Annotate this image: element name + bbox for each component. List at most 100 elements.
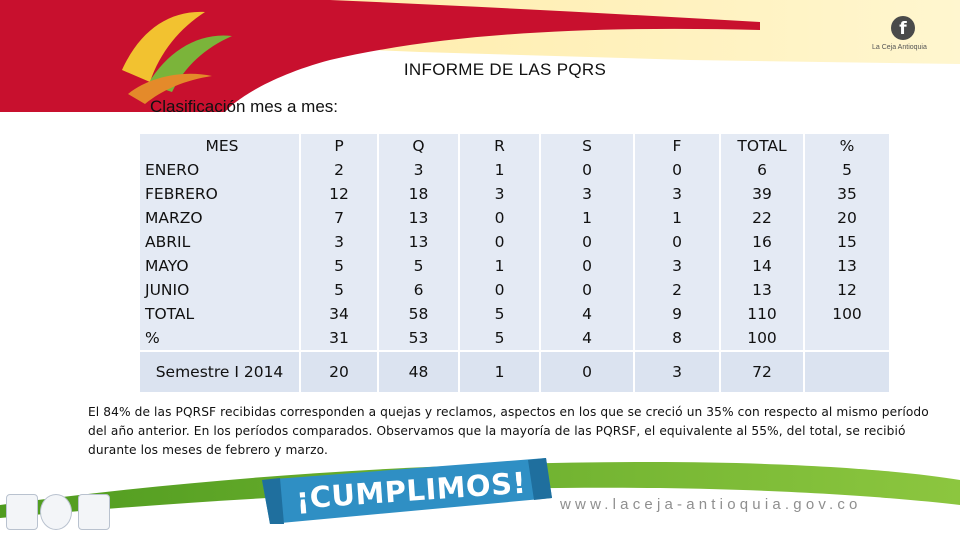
cell-f: 0 bbox=[672, 161, 682, 179]
brand-name: La Ceja Antioquia bbox=[872, 44, 927, 51]
cell-total: 22 bbox=[752, 209, 772, 227]
cell-p: 5 bbox=[334, 257, 344, 275]
cell-f: 1 bbox=[672, 209, 682, 227]
cell-q: 18 bbox=[408, 185, 429, 203]
semester-r: 1 bbox=[460, 352, 541, 394]
cell-percent: 13 bbox=[837, 257, 857, 275]
p-column: P 2 12 7 3 5 5 34 31 bbox=[301, 134, 379, 352]
cell-total: 100 bbox=[747, 329, 777, 347]
cell-percent bbox=[805, 326, 889, 350]
r-column: R 1 3 0 0 1 0 5 5 bbox=[460, 134, 541, 352]
cell-p: 7 bbox=[334, 209, 344, 227]
cell-total: 14 bbox=[752, 257, 772, 275]
f-column: F 0 3 1 0 3 2 9 8 bbox=[635, 134, 721, 352]
column-header-q: Q bbox=[412, 137, 425, 155]
semester-total: 72 bbox=[721, 352, 805, 394]
cell-r: 3 bbox=[494, 185, 505, 203]
cell-percent: 12 bbox=[837, 281, 857, 299]
semester-percent bbox=[805, 352, 891, 394]
semester-q: 48 bbox=[379, 352, 460, 394]
table-data-row: MES ENERO FEBRERO MARZO ABRIL MAYO JUNIO… bbox=[140, 134, 891, 352]
summary-paragraph: El 84% de las PQRSF recibidas correspond… bbox=[88, 405, 929, 457]
report-subtitle: Clasificación mes a mes: bbox=[150, 97, 339, 116]
cell-s: 0 bbox=[582, 257, 592, 275]
cell-r: 1 bbox=[494, 257, 505, 275]
cell-s: 4 bbox=[582, 329, 592, 347]
cell-q: 53 bbox=[408, 329, 429, 347]
cell-r: 0 bbox=[494, 209, 505, 227]
cell-s: 3 bbox=[582, 185, 592, 203]
column-header-f: F bbox=[672, 137, 682, 155]
column-header-percent: % bbox=[839, 137, 855, 155]
certification-seal-icon bbox=[40, 494, 72, 530]
cell-p: 12 bbox=[329, 185, 349, 203]
cell-s: 0 bbox=[582, 233, 592, 251]
cell-total: 110 bbox=[747, 305, 777, 323]
q-column: Q 3 18 13 13 5 6 58 53 bbox=[379, 134, 460, 352]
cell-total: 6 bbox=[757, 161, 767, 179]
month-label: ENERO bbox=[145, 161, 200, 179]
cell-s: 4 bbox=[582, 305, 592, 323]
month-label: ABRIL bbox=[145, 233, 191, 251]
quality-seal-icon bbox=[6, 494, 38, 530]
cell-p: 3 bbox=[334, 233, 344, 251]
month-label: JUNIO bbox=[145, 281, 190, 299]
cell-r: 0 bbox=[494, 233, 505, 251]
report-title: INFORME DE LAS PQRS bbox=[403, 60, 607, 79]
semester-label: Semestre I 2014 bbox=[140, 352, 301, 394]
cell-q: 6 bbox=[413, 281, 424, 299]
column-header-s: S bbox=[582, 137, 592, 155]
percent-column: % 5 35 20 15 13 12 100 bbox=[805, 134, 891, 352]
cell-f: 3 bbox=[672, 257, 682, 275]
cell-s: 1 bbox=[582, 209, 592, 227]
cell-percent: 35 bbox=[837, 185, 857, 203]
semester-s: 0 bbox=[541, 352, 635, 394]
column-header-p: P bbox=[334, 137, 344, 155]
cell-q: 58 bbox=[408, 305, 429, 323]
month-label: MAYO bbox=[145, 257, 189, 275]
cell-r: 5 bbox=[494, 305, 505, 323]
cell-total: 39 bbox=[752, 185, 772, 203]
gov-seal-icon bbox=[78, 494, 110, 530]
cell-f: 8 bbox=[672, 329, 682, 347]
cell-f: 0 bbox=[672, 233, 682, 251]
cell-s: 0 bbox=[582, 161, 592, 179]
cell-percent: 15 bbox=[837, 233, 857, 251]
cell-p: 5 bbox=[334, 281, 344, 299]
s-column: S 0 3 1 0 0 0 4 4 bbox=[541, 134, 635, 352]
cell-percent: 5 bbox=[842, 161, 852, 179]
cell-q: 5 bbox=[413, 257, 424, 275]
column-header-mes: MES bbox=[205, 137, 239, 155]
facebook-icon[interactable]: f bbox=[891, 16, 915, 40]
semester-p: 20 bbox=[301, 352, 379, 394]
month-label: % bbox=[145, 329, 160, 347]
cell-p: 31 bbox=[329, 329, 349, 347]
cell-total: 16 bbox=[752, 233, 772, 251]
cell-percent: 100 bbox=[832, 305, 862, 323]
cell-p: 34 bbox=[329, 305, 349, 323]
semester-f: 3 bbox=[635, 352, 721, 394]
month-label: TOTAL bbox=[145, 305, 195, 323]
cell-f: 3 bbox=[672, 185, 682, 203]
cell-q: 13 bbox=[408, 233, 429, 251]
month-column: MES ENERO FEBRERO MARZO ABRIL MAYO JUNIO… bbox=[140, 134, 301, 352]
pqrs-table: MES ENERO FEBRERO MARZO ABRIL MAYO JUNIO… bbox=[140, 134, 891, 394]
semester-row: Semestre I 2014 20 48 1 0 3 72 bbox=[140, 352, 891, 394]
total-column: TOTAL 6 39 22 16 14 13 110 100 bbox=[721, 134, 805, 352]
cell-f: 9 bbox=[672, 305, 682, 323]
cell-f: 2 bbox=[672, 281, 682, 299]
cell-percent: 20 bbox=[837, 209, 857, 227]
website-url[interactable]: www.laceja-antioquia.gov.co bbox=[560, 496, 862, 513]
cell-r: 5 bbox=[494, 329, 505, 347]
month-label: FEBRERO bbox=[145, 185, 218, 203]
cell-q: 13 bbox=[408, 209, 429, 227]
cell-r: 1 bbox=[494, 161, 505, 179]
cell-total: 13 bbox=[752, 281, 772, 299]
column-header-r: R bbox=[494, 137, 505, 155]
cell-q: 3 bbox=[413, 161, 424, 179]
cell-p: 2 bbox=[334, 161, 344, 179]
column-header-total: TOTAL bbox=[737, 137, 787, 155]
cell-r: 0 bbox=[494, 281, 505, 299]
month-label: MARZO bbox=[145, 209, 203, 227]
cell-s: 0 bbox=[582, 281, 592, 299]
